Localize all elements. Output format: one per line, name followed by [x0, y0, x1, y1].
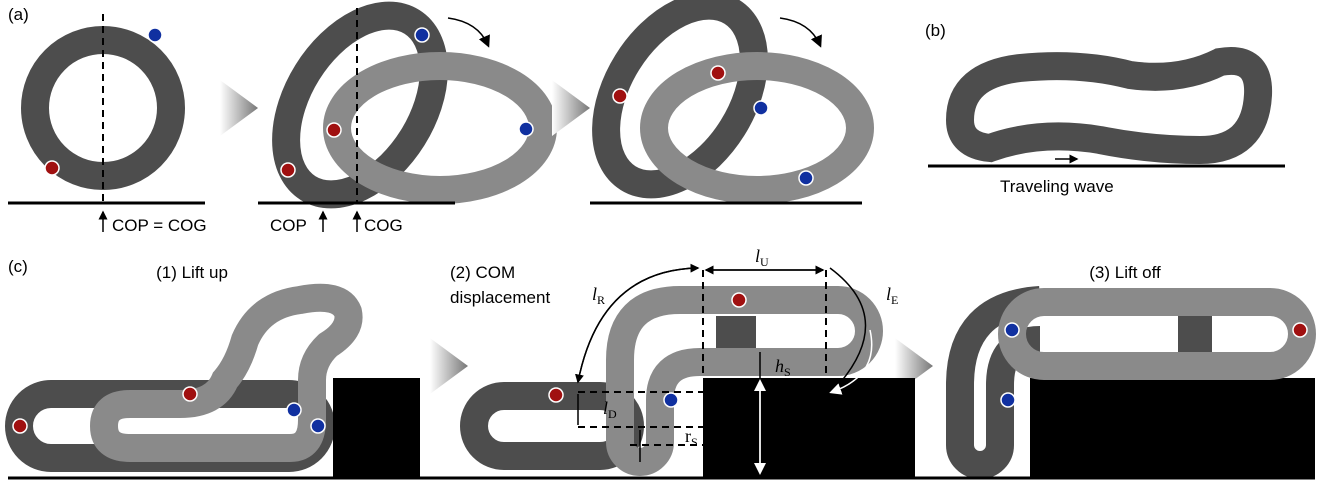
- step-title: (3) Lift off: [1089, 263, 1161, 282]
- panel-label: (b): [925, 21, 946, 40]
- dimension-label: lR: [592, 284, 605, 307]
- panel-b-shapes: [928, 61, 1285, 166]
- symbol: h: [772, 416, 781, 436]
- dimension-label: lE: [886, 284, 898, 307]
- caption: Traveling wave: [1000, 177, 1114, 196]
- annotation: COP = COG: [112, 216, 207, 235]
- subscript: U: [760, 255, 769, 269]
- step-title: (2) COM: [450, 263, 515, 282]
- panel-label: (c): [8, 257, 28, 276]
- dimension-label: rS: [685, 426, 698, 449]
- annotation: COG: [364, 216, 403, 235]
- step-title: displacement: [450, 288, 550, 307]
- panel-label: (a): [8, 5, 29, 24]
- panel-c-shapes: [8, 268, 1315, 478]
- symbol: h: [775, 356, 784, 376]
- figure: (a) (b) (c) COP = COG COP COG Traveling …: [0, 0, 1329, 481]
- step-title: (1) Lift up: [156, 263, 228, 282]
- panel-a-shapes: [8, 0, 862, 232]
- subscript: R: [597, 293, 605, 307]
- dimension-label: lU: [755, 246, 769, 269]
- annotation: COP: [270, 216, 307, 235]
- subscript: S: [691, 435, 698, 449]
- subscript: S: [784, 365, 791, 379]
- subscript: D: [608, 407, 617, 421]
- subscript: O: [781, 425, 790, 439]
- subscript: E: [891, 293, 898, 307]
